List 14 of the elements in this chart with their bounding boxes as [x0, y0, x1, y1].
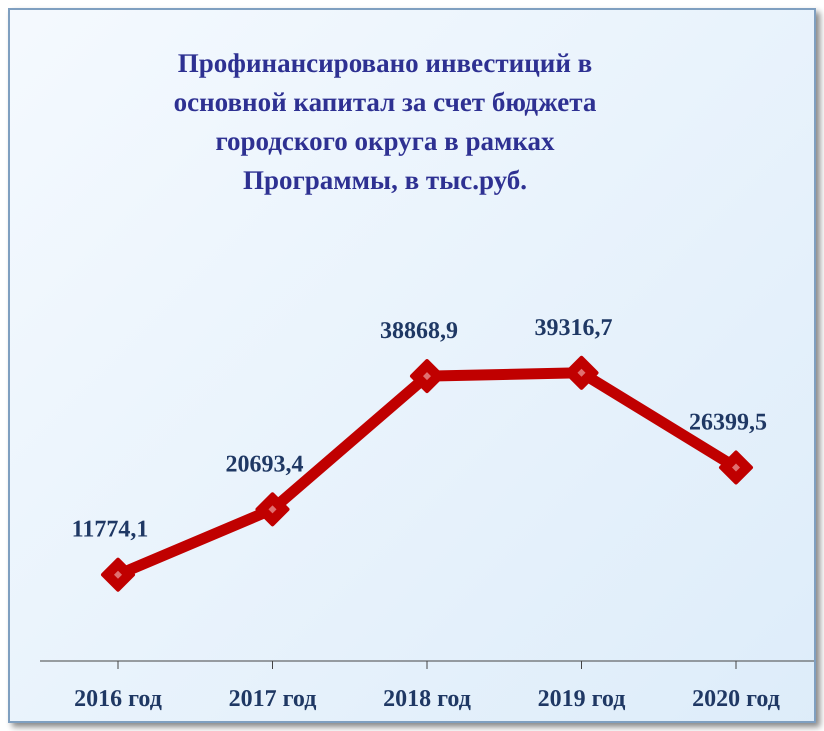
- data-label: 39316,7: [534, 314, 612, 341]
- x-tick-label: 2019 год: [538, 686, 626, 712]
- data-label: 11774,1: [72, 516, 148, 543]
- data-label: 26399,5: [689, 409, 767, 436]
- point: [256, 492, 290, 526]
- x-tick-label: 2017 год: [228, 686, 316, 712]
- data-label: 38868,9: [380, 318, 458, 344]
- x-tick-label: 2016 год: [74, 686, 162, 712]
- x-tick-label: 2020 год: [692, 686, 780, 712]
- point: [101, 558, 135, 592]
- chart-title: Профинансировано инвестиций в основной капитал за счет бюджета городского округа в рамках Программы, в тыс.руб.: [174, 48, 597, 195]
- point: [719, 450, 753, 484]
- x-tick-label: 2018 год: [383, 686, 471, 712]
- data-label: 20693,4: [226, 451, 304, 478]
